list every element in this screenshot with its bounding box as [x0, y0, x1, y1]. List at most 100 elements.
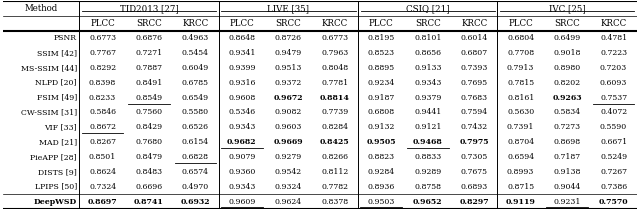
Text: 0.7324: 0.7324 [89, 183, 116, 191]
Text: 0.8292: 0.8292 [89, 64, 116, 72]
Text: 0.5580: 0.5580 [182, 108, 209, 116]
Text: 0.9608: 0.9608 [228, 94, 255, 102]
Text: 0.8378: 0.8378 [321, 198, 348, 206]
Text: 0.9343: 0.9343 [228, 183, 255, 191]
Text: 0.7739: 0.7739 [321, 108, 348, 116]
Text: 0.5454: 0.5454 [182, 49, 209, 57]
Text: SRCC: SRCC [136, 19, 162, 28]
Text: 0.9603: 0.9603 [275, 123, 302, 131]
Text: 0.8814: 0.8814 [320, 94, 350, 102]
Text: 0.7708: 0.7708 [507, 49, 534, 57]
Text: SRCC: SRCC [275, 19, 301, 28]
Text: 0.8112: 0.8112 [321, 168, 348, 176]
Text: NLPD [20]: NLPD [20] [35, 79, 77, 87]
Text: SSIM [42]: SSIM [42] [37, 49, 77, 57]
Text: 0.9284: 0.9284 [368, 168, 395, 176]
Text: 0.8758: 0.8758 [414, 183, 441, 191]
Text: 0.4072: 0.4072 [600, 108, 627, 116]
Text: 0.5590: 0.5590 [600, 123, 627, 131]
Text: 0.7781: 0.7781 [321, 79, 348, 87]
Text: 0.9372: 0.9372 [275, 79, 302, 87]
Text: 0.8398: 0.8398 [89, 79, 116, 87]
Text: 0.9343: 0.9343 [414, 79, 442, 87]
Text: 0.8715: 0.8715 [507, 183, 534, 191]
Text: 0.7570: 0.7570 [599, 198, 628, 206]
Text: 0.9652: 0.9652 [413, 198, 443, 206]
Text: PLCC: PLCC [90, 19, 115, 28]
Text: 0.8479: 0.8479 [136, 153, 163, 161]
Text: 0.8195: 0.8195 [367, 34, 395, 42]
Text: 0.9121: 0.9121 [414, 123, 442, 131]
Text: 0.7975: 0.7975 [460, 138, 489, 146]
Text: 0.7963: 0.7963 [321, 49, 348, 57]
Text: 0.8549: 0.8549 [136, 94, 163, 102]
Text: SRCC: SRCC [415, 19, 440, 28]
Text: 0.5846: 0.5846 [89, 108, 116, 116]
Text: 0.6804: 0.6804 [507, 34, 534, 42]
Text: PieAPP [28]: PieAPP [28] [30, 153, 77, 161]
Text: 0.6773: 0.6773 [321, 34, 348, 42]
Text: 0.9479: 0.9479 [275, 49, 302, 57]
Text: 0.6876: 0.6876 [136, 34, 163, 42]
Text: 0.7594: 0.7594 [461, 108, 488, 116]
Text: 0.8284: 0.8284 [321, 123, 348, 131]
Text: 0.9133: 0.9133 [414, 64, 442, 72]
Text: 0.6154: 0.6154 [182, 138, 209, 146]
Text: 0.9119: 0.9119 [506, 198, 536, 206]
Text: 0.8202: 0.8202 [554, 79, 580, 87]
Text: 0.8726: 0.8726 [275, 34, 302, 42]
Text: 0.7223: 0.7223 [600, 49, 627, 57]
Text: 0.7305: 0.7305 [461, 153, 488, 161]
Text: 0.6773: 0.6773 [89, 34, 116, 42]
Text: 0.8936: 0.8936 [367, 183, 395, 191]
Text: 0.6014: 0.6014 [461, 34, 488, 42]
Text: 0.9505: 0.9505 [367, 138, 396, 146]
Text: 0.8698: 0.8698 [554, 138, 580, 146]
Text: 0.9263: 0.9263 [552, 94, 582, 102]
Text: 0.5834: 0.5834 [554, 108, 580, 116]
Text: 0.8895: 0.8895 [368, 64, 395, 72]
Text: 0.9379: 0.9379 [414, 94, 442, 102]
Text: 0.6526: 0.6526 [182, 123, 209, 131]
Text: 0.9441: 0.9441 [414, 108, 442, 116]
Text: SRCC: SRCC [554, 19, 580, 28]
Text: 0.6574: 0.6574 [182, 168, 209, 176]
Text: 0.6893: 0.6893 [461, 183, 488, 191]
Text: 0.8648: 0.8648 [228, 34, 255, 42]
Text: 0.7887: 0.7887 [136, 64, 163, 72]
Text: CSIQ [21]: CSIQ [21] [406, 4, 449, 13]
Text: 0.7391: 0.7391 [507, 123, 534, 131]
Text: 0.7782: 0.7782 [321, 183, 348, 191]
Text: 0.9082: 0.9082 [275, 108, 302, 116]
Text: PLCC: PLCC [508, 19, 533, 28]
Text: 0.8483: 0.8483 [136, 168, 163, 176]
Text: PLCC: PLCC [230, 19, 254, 28]
Text: 0.8233: 0.8233 [89, 94, 116, 102]
Text: 0.8425: 0.8425 [320, 138, 349, 146]
Text: 0.5630: 0.5630 [507, 108, 534, 116]
Text: 0.8697: 0.8697 [88, 198, 117, 206]
Text: 0.8491: 0.8491 [136, 79, 163, 87]
Text: 0.9399: 0.9399 [228, 64, 255, 72]
Text: IVC [25]: IVC [25] [548, 4, 586, 13]
Text: 0.9503: 0.9503 [367, 198, 395, 206]
Text: 0.7560: 0.7560 [136, 108, 163, 116]
Text: TID2013 [27]: TID2013 [27] [120, 4, 179, 13]
Text: KRCC: KRCC [600, 19, 627, 28]
Text: 0.6785: 0.6785 [182, 79, 209, 87]
Text: 0.6932: 0.6932 [180, 198, 211, 206]
Text: 0.9018: 0.9018 [554, 49, 581, 57]
Text: 0.9324: 0.9324 [275, 183, 302, 191]
Text: 0.9609: 0.9609 [228, 198, 255, 206]
Text: 0.9343: 0.9343 [228, 123, 255, 131]
Text: DISTS [9]: DISTS [9] [38, 168, 77, 176]
Text: 0.6828: 0.6828 [182, 153, 209, 161]
Text: 0.8048: 0.8048 [321, 64, 348, 72]
Text: 0.5346: 0.5346 [228, 108, 255, 116]
Text: LPIPS [50]: LPIPS [50] [35, 183, 77, 191]
Text: 0.4963: 0.4963 [182, 34, 209, 42]
Text: 0.7913: 0.7913 [507, 64, 534, 72]
Text: 0.7815: 0.7815 [507, 79, 534, 87]
Text: 0.8741: 0.8741 [134, 198, 164, 206]
Text: 0.8823: 0.8823 [368, 153, 395, 161]
